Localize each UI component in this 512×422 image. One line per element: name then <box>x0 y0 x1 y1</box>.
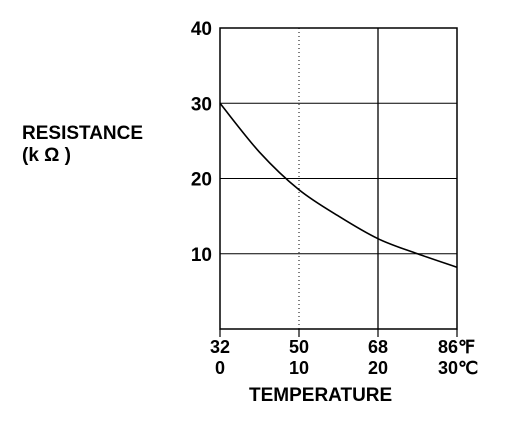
y-tick-labels: 10 20 30 40 <box>191 19 212 266</box>
x-tick-label-f-1: 50 <box>289 337 309 357</box>
x-tick-label-c-2: 20 <box>368 358 388 378</box>
x-tick-label-f-2: 68 <box>368 337 388 357</box>
y-tick-label-30: 30 <box>191 94 212 115</box>
y-tick-label-20: 20 <box>191 170 212 191</box>
y-axis-title: RESISTANCE <box>22 123 143 144</box>
grid <box>220 28 457 329</box>
series-curve <box>219 102 458 269</box>
y-axis-unit: (k Ω ) <box>22 145 71 166</box>
y-tick-label-40: 40 <box>191 19 212 40</box>
x-tick-label-f-0: 32 <box>210 337 230 357</box>
x-tick-label-c-3: 30℃ <box>438 358 478 378</box>
x-tick-label-c-0: 0 <box>215 358 225 378</box>
x-tick-label-f-3: 86℉ <box>438 337 475 357</box>
x-tick-label-c-1: 10 <box>289 358 309 378</box>
resistance-curve <box>219 102 458 269</box>
y-tick-label-10: 10 <box>191 245 212 266</box>
x-axis-title: TEMPERATURE <box>249 385 392 406</box>
plot-border <box>219 27 458 330</box>
plot-frame <box>219 27 458 337</box>
x-tick-labels: 32 50 68 86℉ 0 10 20 30℃ <box>210 337 478 378</box>
